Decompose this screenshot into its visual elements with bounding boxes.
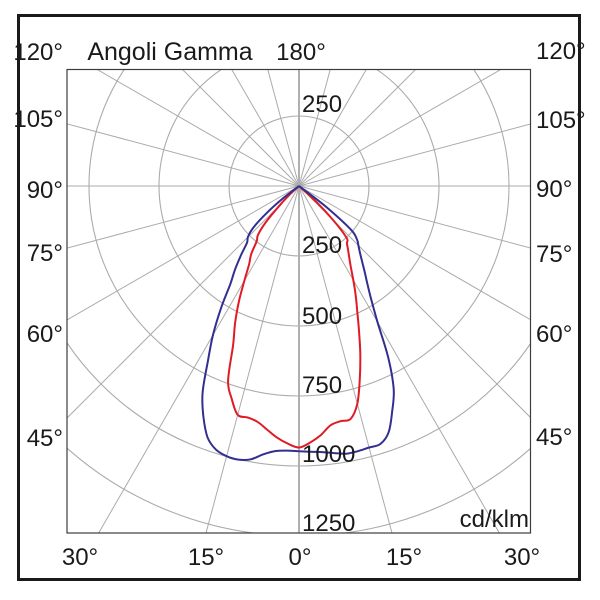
plot-frame (66, 68, 532, 534)
bottom-angle-label-0: 0° (289, 544, 312, 571)
grid-ray-255 (67, 123, 300, 187)
grid-ray-195 (267, 69, 300, 187)
outer-border (17, 14, 581, 581)
labels: Angoli Gamma 180° 120° 105° 90° 75° 60° … (13, 38, 585, 571)
left-angle-label-90: 90° (27, 177, 63, 204)
bottom-angle-label-30R: 30° (504, 544, 540, 571)
angle-label-180: 180° (276, 39, 326, 66)
grid-ray-120 (298, 69, 502, 187)
radial-value-label-250: 250 (302, 232, 342, 259)
grid-ray-240 (96, 69, 300, 187)
grid-ray-285 (67, 185, 300, 249)
bottom-angle-label-15L: 15° (188, 544, 224, 571)
grid-ray-135 (298, 69, 417, 187)
grid-ray-105 (298, 123, 531, 187)
grid-ray-60 (298, 185, 531, 321)
left-angle-label-60: 60° (27, 321, 63, 348)
right-angle-label-75: 75° (536, 241, 572, 268)
bottom-angle-label-15R: 15° (386, 544, 422, 571)
grid-ray-45 (298, 185, 531, 419)
grid-ray-150 (298, 69, 367, 187)
intensity-curves (201, 185, 395, 461)
left-angle-label-105: 105° (13, 106, 63, 133)
bottom-angle-label-30L: 30° (62, 544, 98, 571)
grid-ray-15 (298, 185, 393, 533)
grid-ray-210 (231, 69, 300, 187)
unit-label: cd/klm (460, 506, 529, 533)
radial-value-label-1000: 1000 (302, 441, 355, 468)
right-angle-label-105: 105° (536, 107, 586, 134)
radial-value-label-750: 750 (302, 372, 342, 399)
grid-ray-30 (298, 185, 500, 533)
right-angle-label-45: 45° (536, 424, 572, 451)
grid-ray-345 (205, 185, 300, 533)
radial-value-label-250-top: 250 (302, 91, 342, 118)
radial-value-label-1250: 1250 (302, 510, 355, 537)
chart-title: Angoli Gamma (87, 38, 252, 66)
right-angle-label-120: 120° (536, 38, 586, 65)
left-angle-label-75: 75° (27, 240, 63, 267)
grid-ray-300 (67, 185, 300, 321)
left-angle-label-45: 45° (27, 425, 63, 452)
right-angle-label-60: 60° (536, 321, 572, 348)
grid-ray-165 (298, 69, 331, 187)
blue-curve (201, 185, 395, 461)
left-angle-label-120: 120° (13, 39, 63, 66)
radial-value-label-500: 500 (302, 303, 342, 330)
red-curve (227, 185, 362, 449)
grid-ray-75 (298, 185, 531, 249)
grid-ray-330 (98, 185, 300, 533)
grid-ray-225 (181, 69, 300, 187)
right-angle-label-90: 90° (536, 176, 572, 203)
